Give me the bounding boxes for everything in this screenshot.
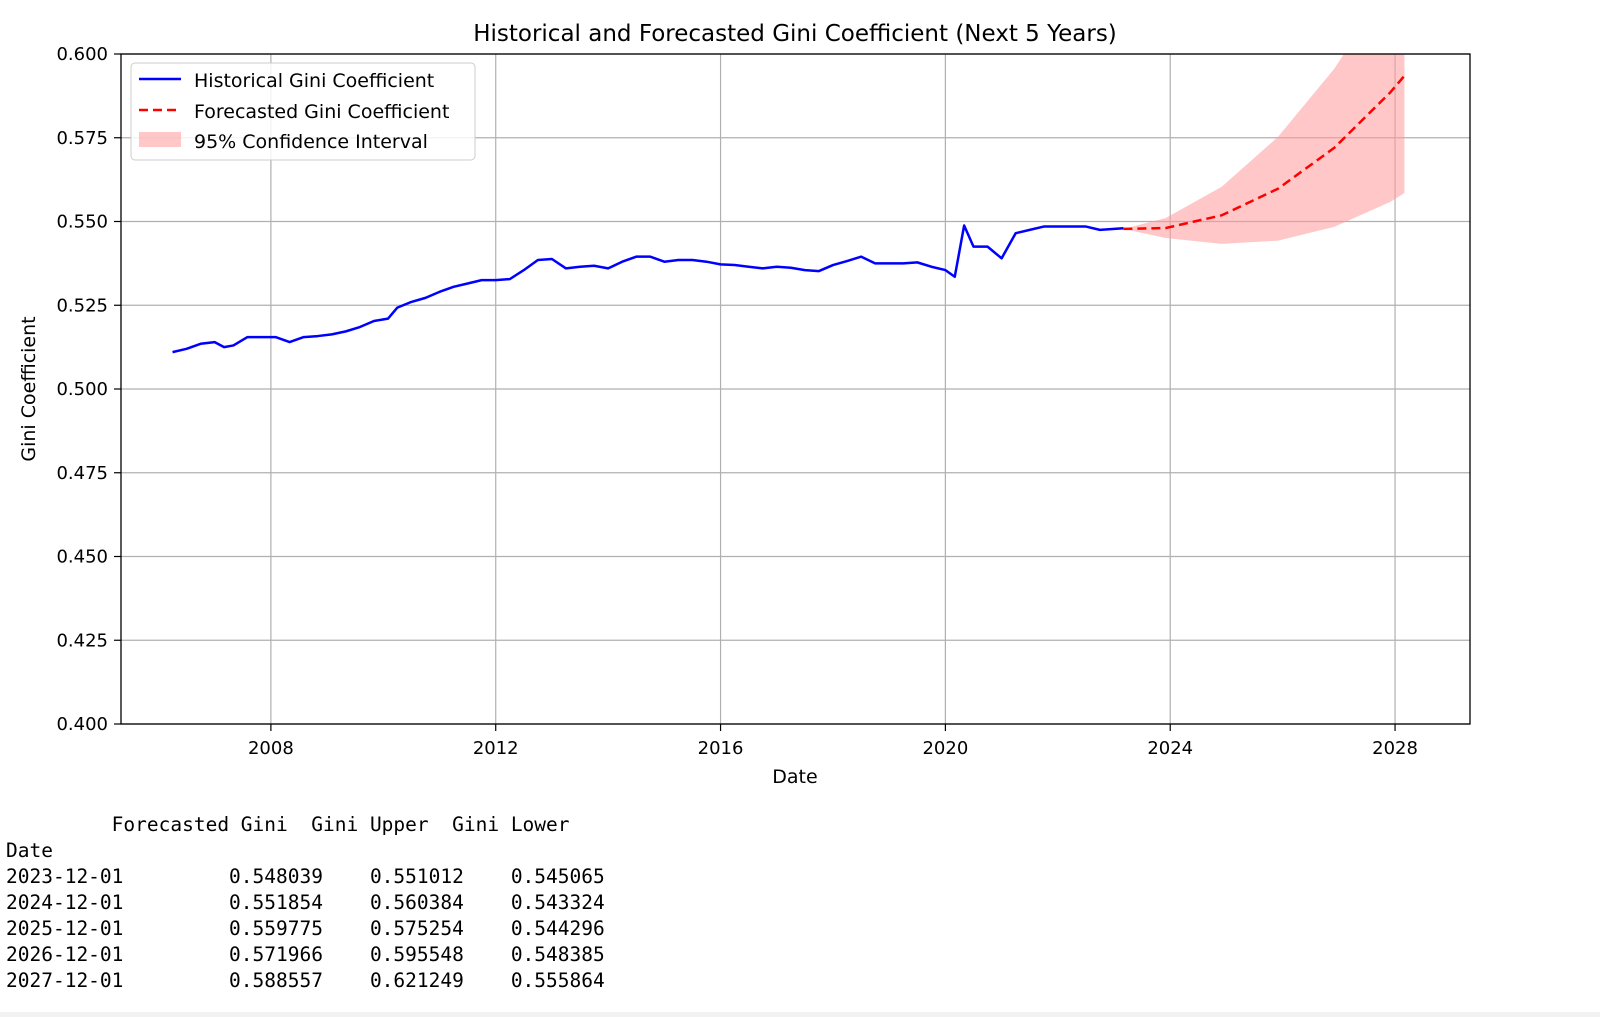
y-tick-label: 0.425	[56, 630, 108, 651]
y-tick-label: 0.450	[56, 547, 108, 568]
y-tick-label: 0.600	[56, 44, 108, 65]
table-row: 2026-12-01 0.571966 0.595548 0.548385	[6, 943, 605, 966]
table-row: 2027-12-01 0.588557 0.621249 0.555864	[6, 969, 605, 992]
historical-gini-line	[172, 224, 1124, 354]
forecast-gini-line	[1123, 74, 1406, 231]
x-tick-label: 2024	[1147, 738, 1193, 759]
legend: Historical Gini Coefficient Forecasted G…	[130, 62, 476, 161]
legend-ci-swatch	[139, 132, 181, 147]
forecast-table: Forecasted Gini Gini Upper Gini Lower Da…	[6, 812, 605, 994]
confidence-interval-band	[1123, 54, 1405, 244]
y-axis-label: Gini Coefficient	[18, 316, 40, 461]
y-tick-label: 0.475	[56, 463, 108, 484]
table-row: 2023-12-01 0.548039 0.551012 0.545065	[6, 865, 605, 888]
table-row: 2025-12-01 0.559775 0.575254 0.544296	[6, 917, 605, 940]
table-index-name: Date	[6, 839, 53, 862]
y-tick-label: 0.575	[56, 128, 108, 149]
x-tick-label: 2016	[698, 738, 744, 759]
x-tick-label: 2028	[1372, 738, 1418, 759]
legend-ci-label: 95% Confidence Interval	[194, 131, 428, 153]
x-tick-label: 2008	[248, 738, 294, 759]
y-tick-label: 0.525	[56, 295, 108, 316]
chart-title: Historical and Forecasted Gini Coefficie…	[473, 21, 1117, 47]
legend-box	[130, 62, 476, 161]
table-header: Forecasted Gini Gini Upper Gini Lower	[6, 813, 570, 836]
x-axis-label: Date	[772, 766, 817, 788]
y-tick-label: 0.400	[56, 714, 108, 735]
gini-chart: Historical and Forecasted Gini Coefficie…	[18, 21, 1471, 788]
legend-forecast-label: Forecasted Gini Coefficient	[194, 101, 449, 123]
output-divider	[0, 1012, 1600, 1017]
x-tick-label: 2012	[473, 738, 519, 759]
x-tick-label: 2020	[922, 738, 968, 759]
table-row: 2024-12-01 0.551854 0.560384 0.543324	[6, 891, 605, 914]
y-tick-label: 0.550	[56, 212, 108, 233]
y-tick-label: 0.500	[56, 379, 108, 400]
legend-historical-label: Historical Gini Coefficient	[194, 70, 434, 92]
